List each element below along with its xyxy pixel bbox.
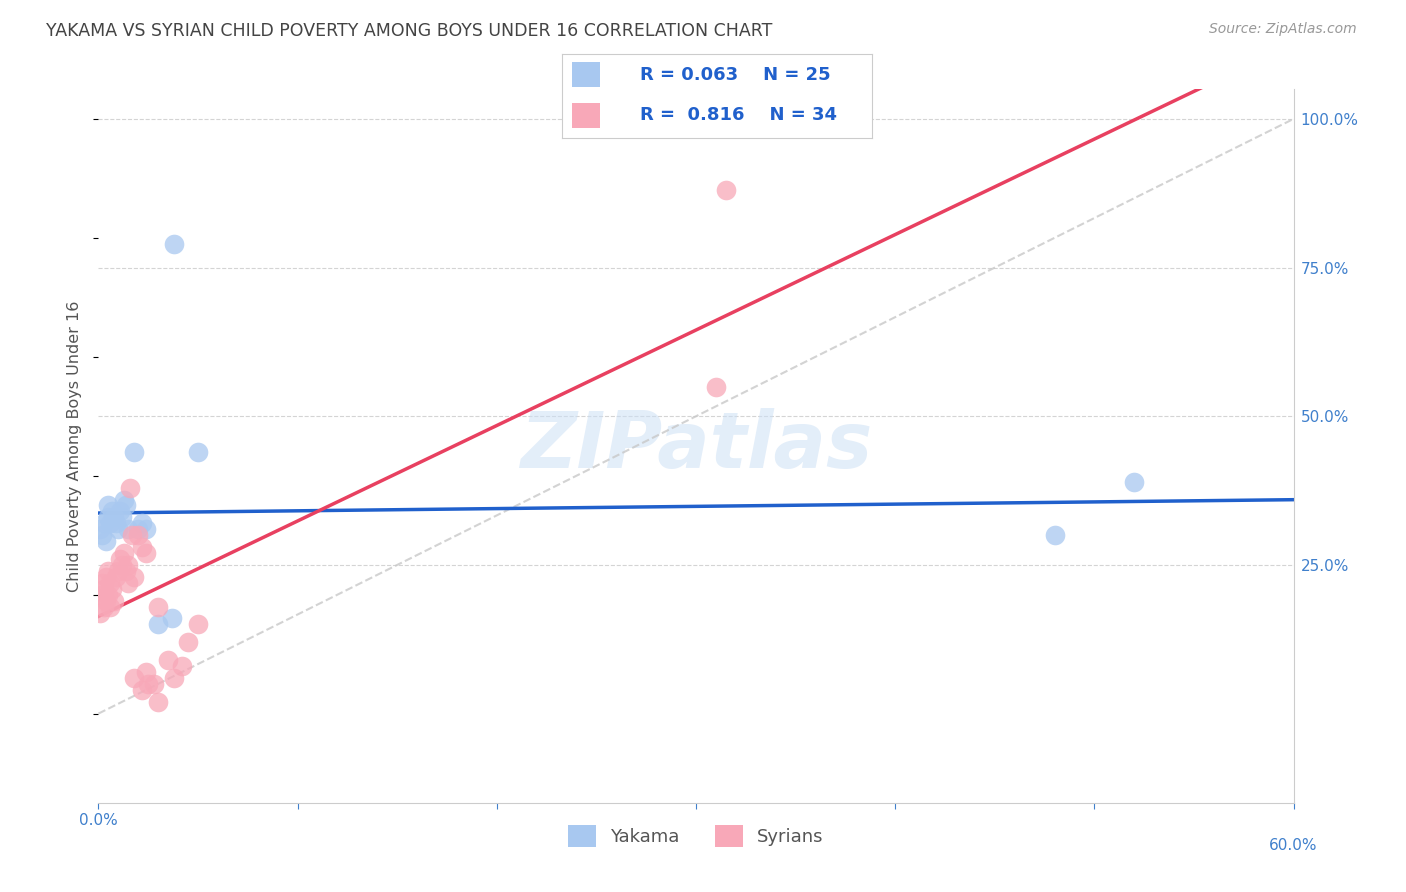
- Point: [96, 593, 118, 607]
- Point: [135, 522, 157, 536]
- Point: [110, 504, 132, 518]
- Point: [112, 546, 135, 560]
- Point: [1043, 528, 1066, 542]
- Point: [98, 599, 122, 614]
- Point: [91, 588, 114, 602]
- Text: YAKAMA VS SYRIAN CHILD POVERTY AMONG BOYS UNDER 16 CORRELATION CHART: YAKAMA VS SYRIAN CHILD POVERTY AMONG BOY…: [46, 22, 773, 40]
- Point: [1123, 475, 1146, 489]
- Point: [127, 522, 149, 536]
- Point: [163, 671, 186, 685]
- Legend: Yakama, Syrians: Yakama, Syrians: [561, 818, 831, 855]
- Point: [91, 575, 114, 590]
- Point: [93, 582, 115, 596]
- Text: ZIPatlas: ZIPatlas: [520, 408, 872, 484]
- Point: [124, 570, 146, 584]
- Y-axis label: Child Poverty Among Boys Under 16: Child Poverty Among Boys Under 16: [67, 301, 83, 591]
- Point: [117, 522, 139, 536]
- Point: [98, 575, 122, 590]
- Point: [131, 516, 153, 531]
- Point: [157, 653, 180, 667]
- Point: [160, 611, 183, 625]
- Point: [136, 677, 159, 691]
- Point: [93, 599, 115, 614]
- Point: [107, 564, 129, 578]
- Point: [127, 528, 149, 542]
- Point: [131, 682, 153, 697]
- Point: [143, 677, 166, 691]
- Point: [714, 183, 737, 197]
- Point: [115, 499, 138, 513]
- Point: [112, 492, 135, 507]
- Point: [89, 522, 111, 536]
- Point: [187, 617, 209, 632]
- Point: [91, 528, 114, 542]
- Point: [97, 588, 120, 602]
- Point: [117, 558, 139, 572]
- Point: [96, 534, 118, 549]
- Point: [97, 499, 120, 513]
- Point: [704, 379, 727, 393]
- Point: [105, 570, 128, 584]
- Point: [177, 635, 200, 649]
- Text: 60.0%: 60.0%: [1270, 838, 1317, 854]
- Point: [135, 665, 157, 679]
- Point: [187, 445, 209, 459]
- Point: [101, 582, 124, 596]
- Point: [89, 606, 111, 620]
- Point: [111, 510, 134, 524]
- Text: Source: ZipAtlas.com: Source: ZipAtlas.com: [1209, 22, 1357, 37]
- Point: [111, 558, 134, 572]
- Point: [172, 659, 194, 673]
- Point: [115, 564, 138, 578]
- Point: [124, 445, 146, 459]
- Text: R =  0.816    N = 34: R = 0.816 N = 34: [640, 106, 837, 124]
- Bar: [572, 62, 599, 87]
- Bar: [572, 103, 599, 128]
- Point: [97, 510, 120, 524]
- Point: [131, 540, 153, 554]
- Point: [148, 695, 170, 709]
- Point: [105, 516, 128, 531]
- Point: [107, 522, 129, 536]
- Point: [103, 510, 125, 524]
- Point: [101, 504, 124, 518]
- Point: [96, 570, 118, 584]
- Point: [135, 546, 157, 560]
- Point: [110, 552, 132, 566]
- Point: [148, 617, 170, 632]
- Point: [163, 236, 186, 251]
- Point: [117, 575, 139, 590]
- Point: [93, 516, 115, 531]
- Text: R = 0.063    N = 25: R = 0.063 N = 25: [640, 66, 831, 84]
- Point: [103, 593, 125, 607]
- Point: [121, 528, 143, 542]
- Point: [148, 599, 170, 614]
- Point: [98, 516, 122, 531]
- Point: [97, 564, 120, 578]
- Point: [120, 481, 142, 495]
- Point: [124, 671, 146, 685]
